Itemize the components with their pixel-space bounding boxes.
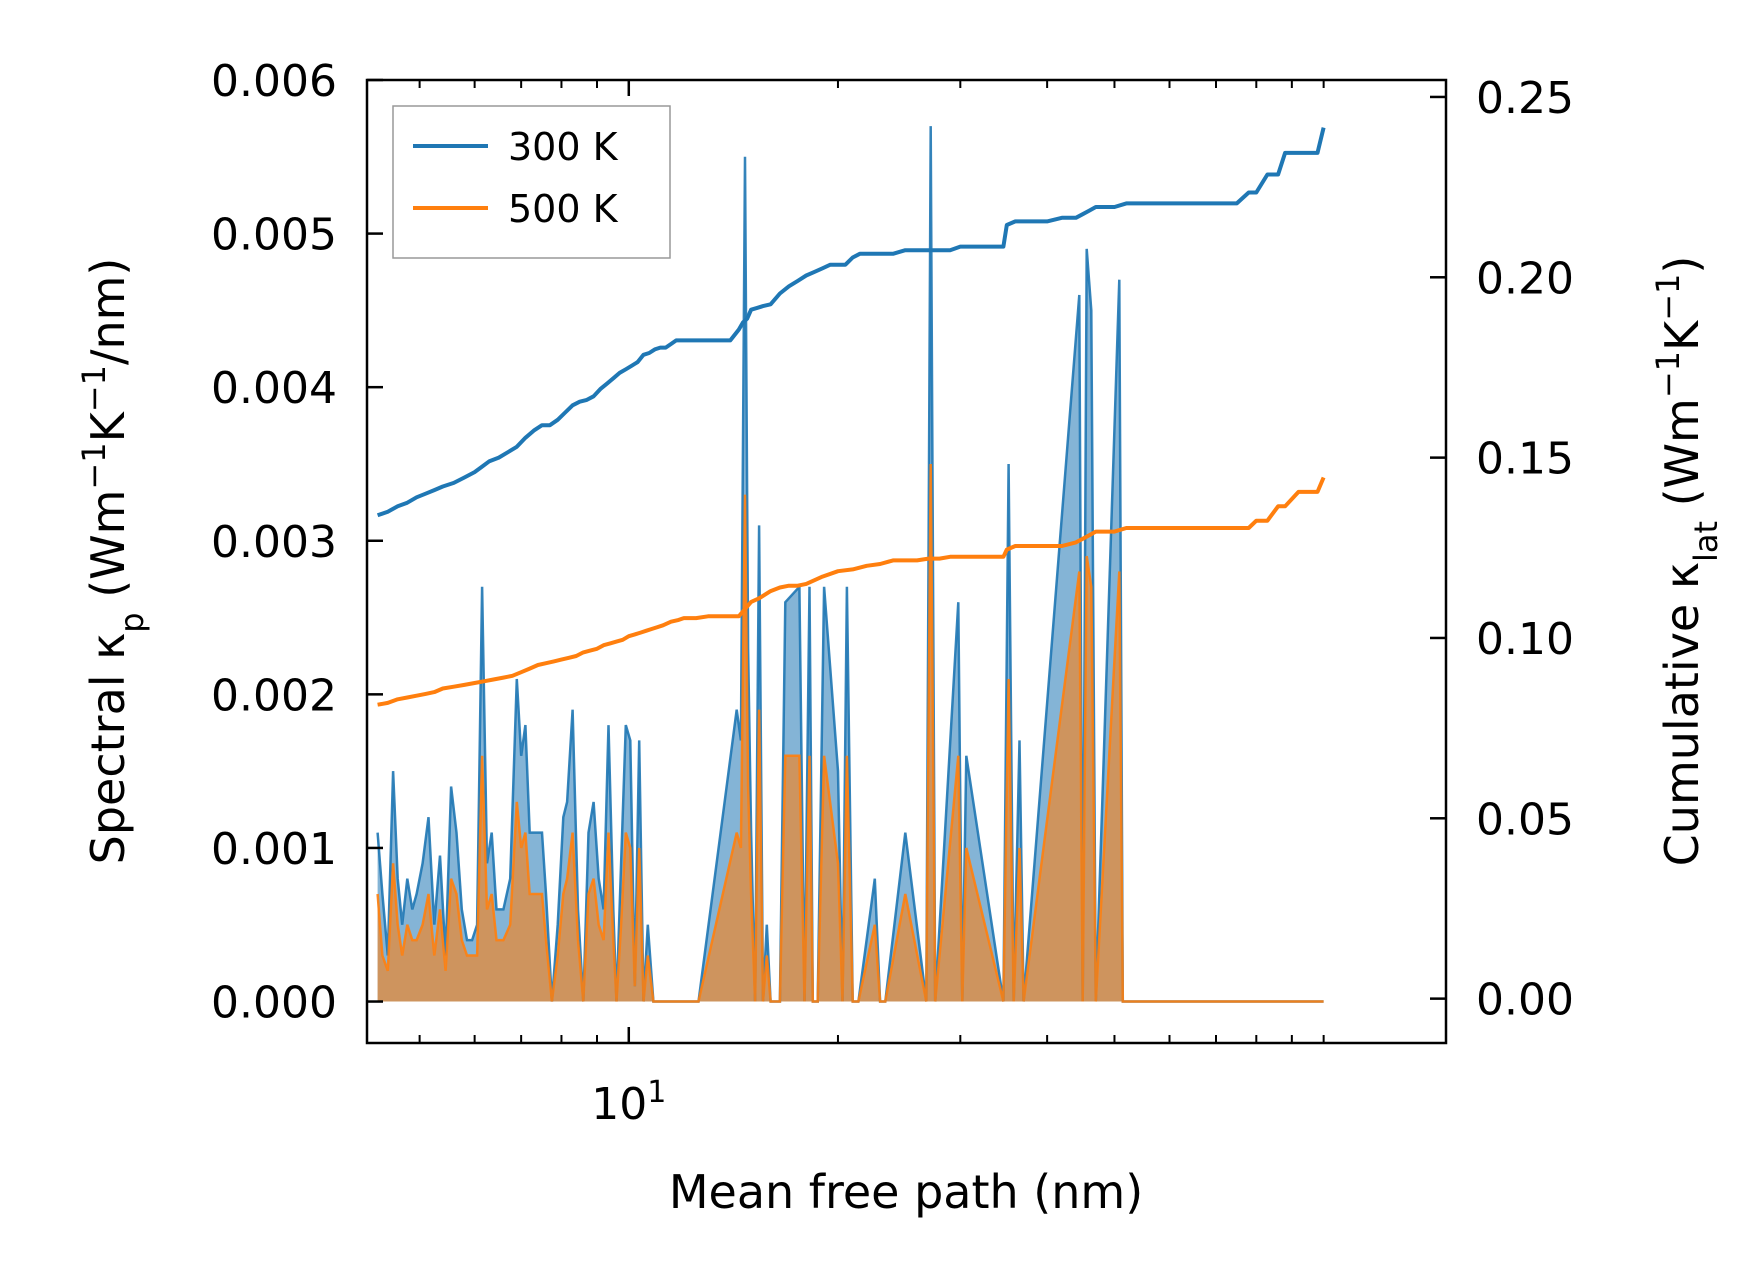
tick-labels: 0.000 0.001 0.002 0.003 0.004 0.005 0.006 0.00 0… xyxy=(211,56,1574,1130)
right-tick-label: 0.00 xyxy=(1476,975,1574,1026)
left-tick-label: 0.003 xyxy=(211,517,337,568)
plot-frame xyxy=(365,78,1448,1045)
x-tick-label: 101 xyxy=(591,1075,666,1131)
left-tick-label: 0.001 xyxy=(211,824,337,875)
left-tick-label: 0.004 xyxy=(211,363,337,414)
right-tick-label: 0.25 xyxy=(1476,73,1574,124)
left-tick-label: 0.006 xyxy=(211,56,337,107)
right-tick-label: 0.20 xyxy=(1476,253,1574,304)
spectral-line-500k xyxy=(376,463,1324,1003)
axis-ticks xyxy=(367,78,1446,1043)
left-tick-label: 0.005 xyxy=(211,210,337,261)
cumulative-lines xyxy=(376,127,1326,707)
legend: 300 K 500 K xyxy=(392,105,671,259)
cumulative-line-500k xyxy=(377,476,1326,707)
cumulative-line-300k xyxy=(376,127,1326,518)
left-axis-label: Spectral κp (Wm−1K−1/nm) xyxy=(75,258,151,865)
legend-label-300k: 300 K xyxy=(508,125,619,169)
x-axis-label: Mean free path (nm) xyxy=(669,1165,1143,1219)
right-tick-label: 0.15 xyxy=(1476,434,1574,485)
right-tick-label: 0.10 xyxy=(1476,614,1574,665)
right-tick-label: 0.05 xyxy=(1476,794,1574,845)
right-axis-label: Cumulative κlat (Wm−1K−1) xyxy=(1649,256,1725,867)
left-tick-label: 0.002 xyxy=(211,670,337,721)
spectral-lines xyxy=(376,126,1324,1003)
legend-box xyxy=(392,105,671,259)
left-tick-label: 0.000 xyxy=(211,978,337,1029)
legend-label-500k: 500 K xyxy=(508,187,619,231)
